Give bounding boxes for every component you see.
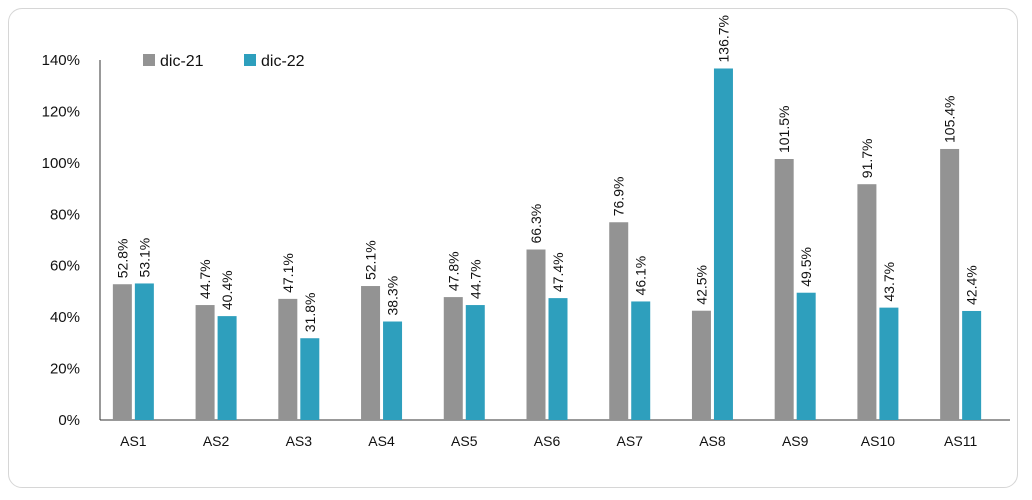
data-label: 136.7% bbox=[715, 15, 731, 62]
x-tick-label: AS1 bbox=[120, 433, 147, 449]
data-label: 42.5% bbox=[693, 265, 709, 305]
x-tick-labels: AS1 AS2 AS3 AS4 AS5 AS6 AS7 AS8 AS9 AS10 AS11 bbox=[120, 433, 977, 449]
data-label: 40.4% bbox=[219, 270, 235, 310]
bar-dic-22 bbox=[217, 316, 237, 420]
y-tick-label: 100% bbox=[42, 155, 80, 172]
data-label: 47.8% bbox=[445, 251, 461, 291]
y-tick-labels: 0% 20% 40% 60% 80% 100% 120% 140% bbox=[42, 52, 80, 429]
y-tick-label: 20% bbox=[50, 361, 80, 378]
bar-dic-21 bbox=[857, 184, 877, 420]
data-label: 105.4% bbox=[942, 95, 958, 142]
legend-swatch bbox=[143, 54, 155, 66]
legend: dic-21 dic-22 bbox=[143, 53, 305, 70]
y-tick-label: 140% bbox=[42, 52, 80, 69]
data-label: 76.9% bbox=[611, 177, 627, 217]
bar-dic-21 bbox=[278, 298, 298, 420]
bar-dic-21 bbox=[774, 159, 794, 420]
x-tick-label: AS6 bbox=[534, 433, 561, 449]
x-tick-label: AS3 bbox=[286, 433, 313, 449]
bar-dic-21 bbox=[112, 284, 132, 420]
data-label: 44.7% bbox=[197, 259, 213, 299]
data-label: 47.1% bbox=[280, 253, 296, 293]
x-tick-label: AS11 bbox=[944, 433, 977, 449]
y-tick-label: 0% bbox=[58, 412, 80, 429]
data-label: 52.8% bbox=[114, 239, 130, 279]
data-label: 47.4% bbox=[550, 252, 566, 292]
y-tick-label: 40% bbox=[50, 309, 80, 326]
y-tick-label: 80% bbox=[50, 206, 80, 223]
bar-dic-22 bbox=[962, 310, 982, 420]
data-label: 43.7% bbox=[881, 262, 897, 302]
bar-dic-21 bbox=[691, 310, 711, 420]
bar-dic-21 bbox=[526, 249, 546, 420]
bar-dic-22 bbox=[548, 298, 568, 420]
x-tick-label: AS4 bbox=[368, 433, 395, 449]
x-tick-label: AS7 bbox=[616, 433, 643, 449]
bar-dic-22 bbox=[134, 283, 154, 420]
data-label: 49.5% bbox=[798, 247, 814, 287]
y-tick-label: 120% bbox=[42, 103, 80, 120]
data-label: 38.3% bbox=[385, 276, 401, 316]
x-tick-label: AS10 bbox=[861, 433, 895, 449]
x-tick-label: AS5 bbox=[451, 433, 478, 449]
data-label: 42.4% bbox=[964, 265, 980, 305]
bar-dic-22 bbox=[631, 301, 651, 420]
data-label: 44.7% bbox=[467, 259, 483, 299]
bar-dic-21 bbox=[609, 222, 629, 420]
legend-swatch bbox=[244, 54, 256, 66]
bar-dic-22 bbox=[796, 292, 816, 420]
data-label: 31.8% bbox=[302, 293, 318, 333]
bar-dic-22 bbox=[465, 305, 485, 420]
legend-label: dic-21 bbox=[160, 53, 204, 70]
data-label: 53.1% bbox=[136, 238, 152, 278]
x-tick-label: AS2 bbox=[203, 433, 230, 449]
legend-label: dic-22 bbox=[261, 53, 305, 70]
data-label: 52.1% bbox=[363, 240, 379, 280]
bar-dic-22 bbox=[713, 68, 733, 420]
bar-dic-22 bbox=[383, 321, 403, 420]
data-label: 101.5% bbox=[776, 106, 792, 153]
data-label: 46.1% bbox=[633, 256, 649, 296]
bar-dic-21 bbox=[195, 305, 215, 420]
bar-dic-22 bbox=[300, 338, 320, 420]
data-labels: 52.8% 53.1% 44.7% 40.4% 47.1% 31.8% 52.1% 38.3%… bbox=[114, 15, 979, 332]
x-tick-label: AS9 bbox=[782, 433, 809, 449]
bar-dic-22 bbox=[879, 307, 899, 420]
y-tick-label: 60% bbox=[50, 258, 80, 275]
x-tick-label: AS8 bbox=[699, 433, 726, 449]
data-label: 91.7% bbox=[859, 138, 875, 178]
bars bbox=[112, 68, 982, 420]
bar-dic-21 bbox=[443, 297, 463, 420]
data-label: 66.3% bbox=[528, 204, 544, 244]
chart-card bbox=[8, 8, 1018, 488]
bar-dic-21 bbox=[361, 286, 381, 420]
bar-dic-21 bbox=[940, 148, 960, 420]
